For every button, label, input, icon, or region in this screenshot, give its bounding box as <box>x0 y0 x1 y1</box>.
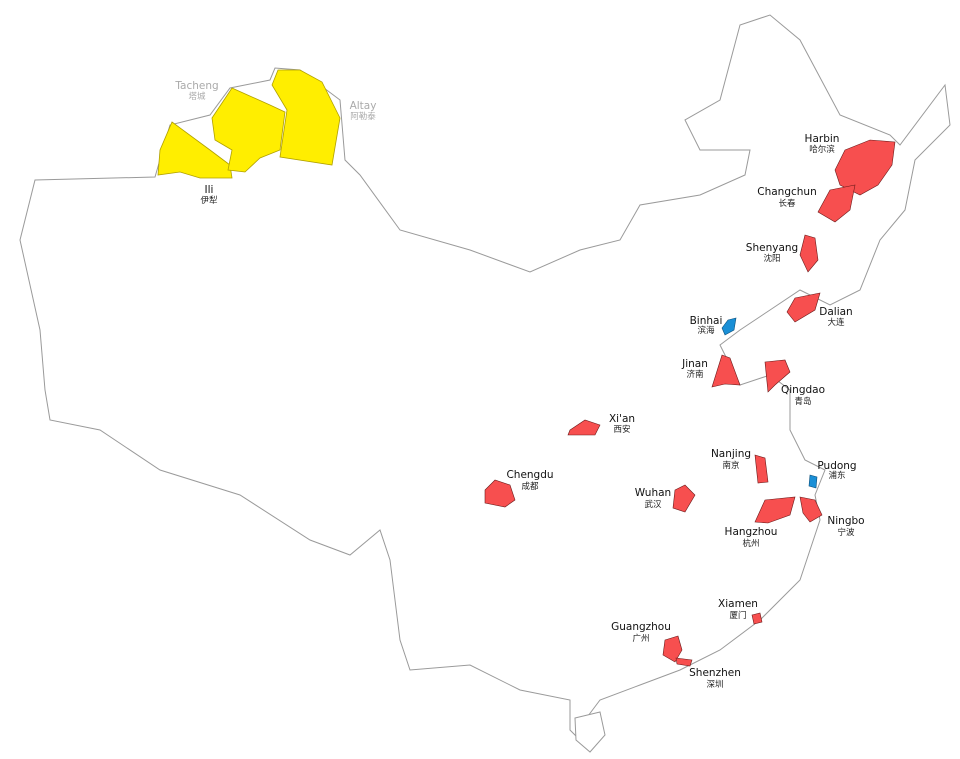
svg-text:Shenzhen: Shenzhen <box>689 667 741 679</box>
region-pudong <box>808 474 818 489</box>
svg-text:阿勒泰: 阿勒泰 <box>350 111 376 122</box>
svg-text:Altay: Altay <box>350 100 377 112</box>
region-xian <box>567 419 601 436</box>
svg-text:广州: 广州 <box>632 633 649 644</box>
region-binhai <box>721 317 737 336</box>
svg-text:成都: 成都 <box>521 481 539 492</box>
svg-text:西安: 西安 <box>613 424 630 435</box>
svg-text:Guangzhou: Guangzhou <box>611 621 671 633</box>
svg-text:塔城: 塔城 <box>188 91 206 102</box>
hainan-island <box>574 711 606 753</box>
svg-text:济南: 济南 <box>686 369 703 380</box>
region-jinan <box>711 354 741 388</box>
region-shenzhen <box>675 657 693 667</box>
region-wuhan <box>672 484 696 513</box>
svg-text:Wuhan: Wuhan <box>635 487 671 499</box>
svg-text:宁波: 宁波 <box>837 527 855 538</box>
svg-text:Xi'an: Xi'an <box>609 413 635 425</box>
svg-text:Binhai: Binhai <box>690 315 723 327</box>
svg-text:Ili: Ili <box>205 184 214 196</box>
region-ili <box>157 121 233 179</box>
svg-text:Dalian: Dalian <box>819 306 852 318</box>
svg-text:Chengdu: Chengdu <box>506 469 553 481</box>
svg-text:Harbin: Harbin <box>805 133 840 145</box>
svg-text:杭州: 杭州 <box>742 538 759 549</box>
svg-text:Pudong: Pudong <box>817 460 856 472</box>
svg-text:Qingdao: Qingdao <box>781 384 825 396</box>
region-shenyang <box>799 234 819 273</box>
region-chengdu <box>484 479 516 508</box>
svg-text:长春: 长春 <box>778 198 796 209</box>
svg-text:浦东: 浦东 <box>828 470 845 481</box>
svg-text:厦门: 厦门 <box>729 610 746 621</box>
svg-text:Changchun: Changchun <box>757 186 816 198</box>
svg-text:大连: 大连 <box>827 317 845 328</box>
svg-text:Ningbo: Ningbo <box>827 515 864 527</box>
region-hangzhou <box>754 496 796 524</box>
svg-text:Nanjing: Nanjing <box>711 448 751 460</box>
svg-text:深圳: 深圳 <box>706 679 723 690</box>
svg-text:哈尔滨: 哈尔滨 <box>809 144 835 155</box>
region-altay <box>271 69 341 166</box>
svg-text:青岛: 青岛 <box>794 396 811 407</box>
svg-text:滨海: 滨海 <box>697 325 715 336</box>
svg-text:伊犁: 伊犁 <box>200 195 218 206</box>
svg-text:Tacheng: Tacheng <box>174 80 218 92</box>
region-xiamen <box>751 612 763 625</box>
region-guangzhou <box>662 635 683 663</box>
region-tacheng <box>211 87 286 173</box>
country-outline <box>19 14 951 752</box>
svg-text:南京: 南京 <box>722 460 739 471</box>
region-dalian <box>786 292 821 323</box>
region-harbin <box>834 139 896 196</box>
svg-text:Hangzhou: Hangzhou <box>725 526 778 538</box>
region-qingdao <box>764 359 791 393</box>
region-ningbo <box>799 496 823 523</box>
svg-text:武汉: 武汉 <box>644 499 662 510</box>
region-changchun <box>817 184 856 223</box>
svg-text:沈阳: 沈阳 <box>763 253 780 264</box>
svg-text:Jinan: Jinan <box>681 358 708 370</box>
svg-text:Xiamen: Xiamen <box>718 598 758 610</box>
region-nanjing <box>754 454 769 484</box>
svg-text:Shenyang: Shenyang <box>746 242 798 254</box>
